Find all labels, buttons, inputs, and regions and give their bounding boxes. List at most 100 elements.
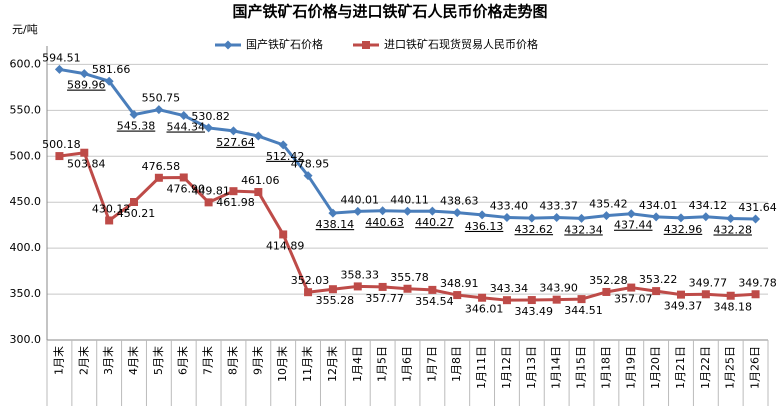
y-tick-label: 300.0 <box>10 333 42 346</box>
data-label: 544.34 <box>166 121 205 134</box>
point <box>328 208 338 218</box>
data-label: 476.58 <box>142 160 181 173</box>
point <box>204 198 213 207</box>
point <box>427 206 437 216</box>
point <box>304 288 313 297</box>
point <box>254 188 263 197</box>
point <box>726 291 735 300</box>
x-tick-label: 1月4日 <box>351 346 364 382</box>
point <box>577 213 587 223</box>
point <box>577 295 586 304</box>
point <box>279 230 288 239</box>
point <box>228 126 238 136</box>
legend-marker <box>223 40 233 50</box>
point <box>328 285 337 294</box>
y-tick-label: 600.0 <box>10 57 42 70</box>
data-label: 346.01 <box>465 303 504 316</box>
point <box>502 296 511 305</box>
data-label: 343.49 <box>515 305 554 318</box>
x-tick-label: 12月末 <box>325 346 339 382</box>
data-label: 435.42 <box>589 198 628 211</box>
x-tick-label: 3月末 <box>101 346 115 375</box>
point <box>552 295 561 304</box>
data-label: 434.12 <box>689 199 728 212</box>
data-label: 352.28 <box>589 274 628 287</box>
point <box>552 212 562 222</box>
data-label: 343.90 <box>539 282 578 295</box>
point <box>55 152 64 161</box>
data-label: 433.37 <box>539 199 578 212</box>
data-label: 461.06 <box>241 174 280 187</box>
point <box>477 210 487 220</box>
x-tick-label: 1月18日 <box>599 346 612 389</box>
data-label: 349.77 <box>689 276 728 289</box>
x-tick-label: 10月末 <box>275 346 289 382</box>
data-label: 348.18 <box>713 301 752 314</box>
point <box>751 290 760 299</box>
x-tick-label: 4月末 <box>126 346 140 375</box>
data-label: 354.54 <box>415 295 454 308</box>
data-label: 436.13 <box>465 220 504 233</box>
point <box>403 206 412 216</box>
point <box>701 290 710 299</box>
x-tick-label: 1月8日 <box>450 346 463 382</box>
data-label: 476.90 <box>166 182 205 195</box>
data-label: 432.62 <box>515 223 554 236</box>
point <box>253 131 263 141</box>
point <box>453 291 462 300</box>
data-label: 431.64 <box>738 201 777 214</box>
data-label: 357.77 <box>365 292 404 305</box>
data-label: 355.78 <box>390 271 429 284</box>
data-label: 500.18 <box>42 138 81 151</box>
point <box>204 123 214 133</box>
data-label: 589.96 <box>67 79 106 92</box>
data-label: 594.51 <box>42 51 81 64</box>
point <box>179 111 189 121</box>
data-label: 450.21 <box>117 207 156 220</box>
point <box>601 211 611 221</box>
data-label: 438.14 <box>316 218 355 231</box>
point <box>303 171 313 181</box>
point <box>626 209 636 219</box>
point <box>378 206 388 216</box>
point <box>278 140 288 150</box>
x-tick-label: 11月末 <box>300 346 314 382</box>
data-label: 434.01 <box>639 199 678 212</box>
x-tick-label: 1月25日 <box>724 346 737 389</box>
data-label: 440.11 <box>390 193 429 206</box>
data-label: 438.63 <box>440 195 479 208</box>
point <box>154 105 164 115</box>
x-tick-label: 1月19日 <box>624 346 637 389</box>
data-label: 432.96 <box>664 223 703 236</box>
point <box>452 208 462 218</box>
chart-title: 国产铁矿石价格与进口铁矿石人民币价格走势图 <box>232 3 547 21</box>
data-label: 503.84 <box>67 158 106 171</box>
y-tick-label: 500.0 <box>10 149 42 162</box>
x-tick-label: 1月11日 <box>475 346 488 389</box>
point <box>652 287 661 296</box>
data-label: 440.01 <box>341 193 380 206</box>
data-label: 581.66 <box>92 63 131 76</box>
x-tick-label: 1月21日 <box>674 346 687 389</box>
point <box>154 173 163 182</box>
point <box>428 285 437 294</box>
x-tick-label: 1月15日 <box>575 346 588 389</box>
point <box>751 214 761 224</box>
point <box>353 282 362 291</box>
x-tick-label: 1月20日 <box>649 346 662 389</box>
point <box>726 213 736 223</box>
point <box>627 283 636 292</box>
point <box>676 213 686 223</box>
x-tick-label: 8月末 <box>225 346 239 375</box>
legend-label: 国产铁矿石价格 <box>246 37 323 51</box>
data-label: 353.22 <box>639 273 678 286</box>
point <box>105 216 114 225</box>
point <box>676 290 685 299</box>
data-label: 440.27 <box>415 216 454 229</box>
point <box>353 206 363 216</box>
x-tick-label: 1月6日 <box>401 346 414 382</box>
point <box>129 110 139 120</box>
point <box>54 64 64 74</box>
